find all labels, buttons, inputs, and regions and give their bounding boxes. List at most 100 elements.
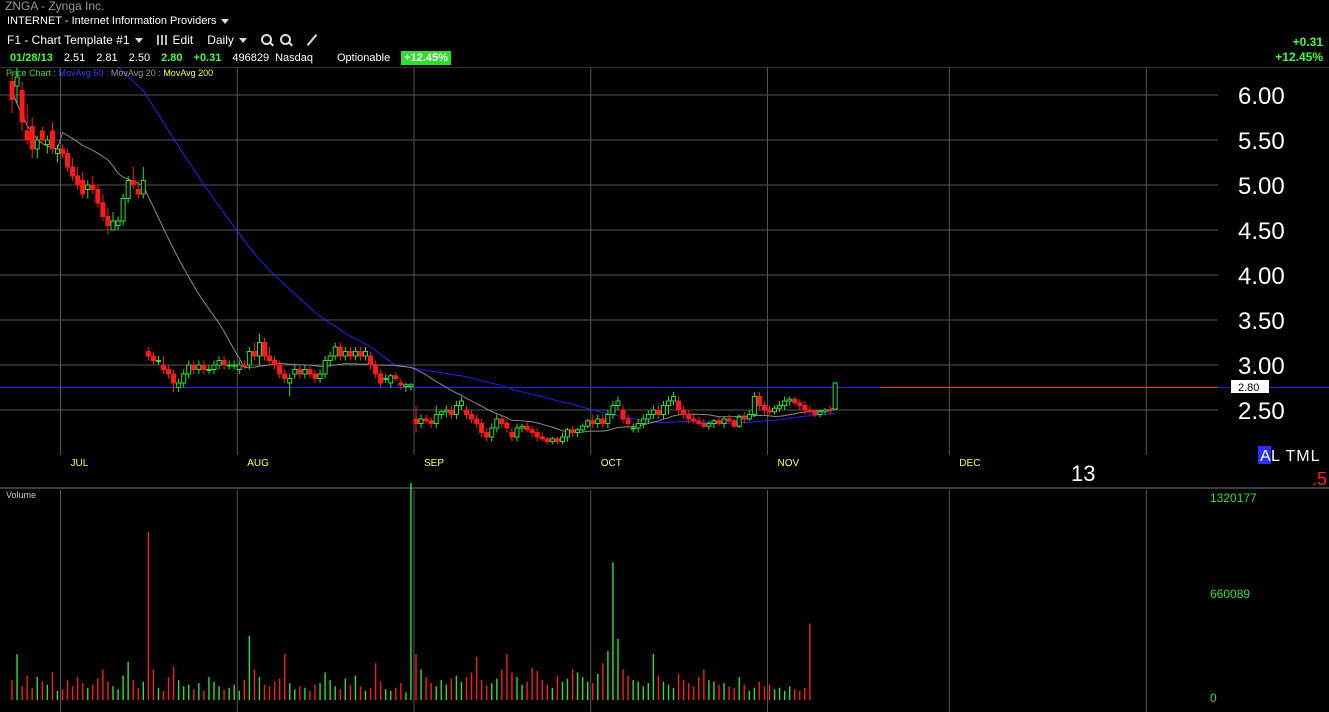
candle-body: [499, 418, 505, 424]
candle-body: [469, 414, 475, 420]
candle-body: [191, 364, 197, 370]
candle-body: [625, 418, 631, 424]
candle-body: [161, 364, 166, 370]
candle-body: [585, 420, 591, 427]
candle-body: [150, 355, 156, 361]
volume-bars: [11, 482, 811, 700]
candle-body: [716, 420, 722, 424]
candle-body: [671, 396, 677, 402]
candle-body: [756, 396, 762, 406]
month-label: DEC: [959, 458, 980, 469]
candle-body: [120, 198, 126, 222]
candle-body: [246, 351, 252, 366]
candle-body: [519, 425, 525, 429]
candle-body: [347, 351, 353, 357]
candle-body: [337, 346, 343, 357]
quote-open: 2.51: [63, 52, 86, 64]
last-price-label: 2.80: [1238, 382, 1259, 394]
candle-body: [373, 364, 379, 375]
candle-body: [171, 373, 177, 384]
right-change: +0.31: [1292, 35, 1323, 49]
candle-body: [221, 360, 227, 366]
candle-body: [438, 411, 444, 415]
edit-button[interactable]: Edit: [156, 33, 194, 47]
candle-body: [701, 423, 707, 427]
corner-a-bg: [1258, 446, 1271, 464]
candle-body: [398, 382, 404, 386]
candle-body: [130, 180, 136, 186]
candle-body: [711, 420, 717, 424]
candle-body: [211, 364, 217, 370]
candle-body: [85, 184, 91, 190]
candle-body: [44, 139, 50, 145]
price-tick-label: 3.50: [1238, 308, 1285, 335]
candle-body: [60, 148, 65, 154]
legend-ma200: MovAvg 200: [163, 68, 214, 78]
template-label: F1 - Chart Template #1: [7, 33, 130, 47]
quote-low: 2.50: [128, 52, 151, 64]
candle-body: [620, 409, 626, 420]
candle-body: [686, 414, 692, 420]
industry-dropdown[interactable]: INTERNET - Internet Information Provider…: [7, 15, 230, 27]
edit-label: Edit: [172, 33, 194, 47]
candle-body: [600, 418, 606, 424]
corner-red-label: .5: [1312, 469, 1327, 489]
bar-chart-icon: [156, 35, 168, 45]
month-label: NOV: [778, 458, 800, 469]
candle-body: [186, 364, 192, 375]
candle-body: [817, 411, 823, 415]
candle-body: [176, 382, 182, 388]
candle-body: [428, 420, 434, 424]
candle-body: [201, 364, 207, 370]
candle-body: [322, 360, 328, 375]
price-tick-label: 4.00: [1238, 263, 1285, 290]
candle-body: [155, 360, 161, 362]
candle-body: [403, 384, 409, 388]
candle-body: [236, 364, 242, 370]
right-change-pct: +12.45%: [1275, 50, 1323, 64]
month-label: AUG: [247, 458, 269, 469]
candle-body: [736, 416, 742, 427]
candle-body: [721, 418, 727, 424]
candle-body: [812, 411, 818, 415]
candle-body: [115, 220, 121, 226]
candle-body: [655, 409, 661, 415]
candle-body: [504, 423, 510, 429]
candle-body: [49, 130, 55, 150]
legend-ma50: MovAvg 50 :: [58, 68, 109, 78]
candle-body: [706, 423, 712, 427]
candle-body: [251, 351, 257, 357]
zoom-out-icon[interactable]: [279, 33, 293, 47]
candle-body: [231, 364, 237, 367]
candle-body: [514, 427, 520, 438]
quote-last: 2.80: [161, 52, 183, 64]
candle-body: [302, 369, 308, 375]
candle-body: [125, 180, 131, 199]
candle-body: [181, 373, 187, 384]
candle-body: [206, 369, 212, 371]
candle-body: [327, 355, 333, 361]
candle-body: [388, 375, 394, 384]
candle-body: [792, 398, 798, 404]
candle-body: [135, 189, 141, 195]
candle-body: [479, 423, 485, 433]
month-label: OCT: [601, 458, 622, 469]
template-dropdown[interactable]: F1 - Chart Template #1: [7, 33, 143, 47]
corner-rest-label: L TML: [1271, 448, 1320, 465]
candle-body: [544, 438, 550, 442]
candle-body: [772, 407, 778, 413]
volume-tick-label: 1320177: [1210, 491, 1257, 505]
legend-price-chart: Price Chart :: [6, 68, 57, 78]
candle-body: [782, 400, 788, 406]
candle-body: [797, 402, 803, 406]
period-dropdown[interactable]: Daily: [207, 33, 247, 47]
quote-date: 01/28/13: [10, 52, 53, 64]
quote-high: 2.81: [96, 52, 118, 64]
volume-tick-label: 660089: [1210, 587, 1250, 601]
candle-body: [196, 364, 202, 370]
candle-body: [29, 126, 35, 150]
zoom-in-icon[interactable]: [260, 33, 274, 47]
volume-panel-label: Volume: [6, 490, 37, 500]
candle-body: [105, 216, 111, 226]
candle-body: [90, 184, 96, 190]
